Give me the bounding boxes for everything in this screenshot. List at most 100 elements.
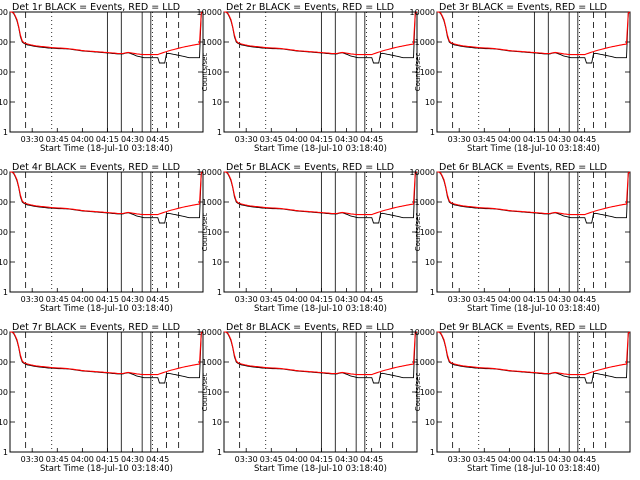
y-tick-label: 10000 xyxy=(410,168,435,177)
panel-title: Det 4r BLACK = Events, RED = LLD xyxy=(12,162,180,173)
y-tick-label: 1 xyxy=(3,288,8,297)
axes-frame xyxy=(436,11,631,133)
panel-det-8: Det 8r BLACK = Events, RED = LLD 1 10 100 10… xyxy=(197,322,418,474)
x-tick-label: 04:45 xyxy=(573,135,596,144)
x-tick-label: 04:00 xyxy=(71,455,94,464)
y-tick-label: 10000 xyxy=(0,168,8,177)
x-tick-label: 04:30 xyxy=(335,135,358,144)
series-events-line xyxy=(437,171,631,224)
panel-det-7: Det 7r BLACK = Events, RED = LLD 1 10 100 10… xyxy=(0,322,204,474)
panel-title: Det 3r BLACK = Events, RED = LLD xyxy=(439,2,607,13)
x-tick-label: 04:45 xyxy=(146,135,169,144)
x-tick-label: 03:30 xyxy=(21,455,44,464)
x-tick-label: 04:45 xyxy=(573,295,596,304)
panel-det-9: Det 9r BLACK = Events, RED = LLD 1 10 100 10… xyxy=(410,322,631,474)
y-tick-label: 100 xyxy=(207,228,222,237)
x-tick-label: 04:45 xyxy=(146,295,169,304)
x-tick-label: 04:15 xyxy=(96,455,119,464)
x-tick-label: 04:30 xyxy=(335,455,358,464)
y-tick-label: 10 xyxy=(212,258,222,267)
y-tick-label: 10000 xyxy=(197,168,222,177)
x-tick-label: 03:30 xyxy=(448,135,471,144)
panel-title: Det 7r BLACK = Events, RED = LLD xyxy=(12,322,180,333)
axes-frame xyxy=(9,171,204,293)
series-events-line xyxy=(437,11,631,64)
y-tick-label: 1000 xyxy=(202,358,222,367)
x-axis-label: Start Time (18-Jul-10 03:18:40) xyxy=(254,304,387,314)
x-tick-label: 04:45 xyxy=(573,455,596,464)
y-tick-label: 1000 xyxy=(0,358,8,367)
x-tick-label: 04:00 xyxy=(71,295,94,304)
y-tick-label: 1000 xyxy=(0,198,8,207)
x-tick-label: 04:00 xyxy=(498,295,521,304)
x-tick-label: 04:15 xyxy=(310,135,333,144)
y-axis-label: Counts/sec xyxy=(414,53,422,92)
axes-frame xyxy=(436,171,631,293)
x-axis-label: Start Time (18-Jul-10 03:18:40) xyxy=(467,144,600,154)
y-axis-label: Counts/sec xyxy=(414,213,422,252)
x-tick-label: 04:15 xyxy=(310,295,333,304)
axes-frame xyxy=(223,331,418,453)
series-lld-line xyxy=(437,171,631,216)
panel-det-4: Det 4r BLACK = Events, RED = LLD 1 10 100 10… xyxy=(0,162,204,314)
y-tick-label: 10000 xyxy=(410,328,435,337)
y-tick-label: 10000 xyxy=(0,328,8,337)
y-tick-label: 10 xyxy=(0,98,8,107)
y-tick-label: 1000 xyxy=(202,198,222,207)
x-tick-label: 03:30 xyxy=(448,455,471,464)
y-tick-label: 10 xyxy=(212,418,222,427)
axes-frame xyxy=(9,11,204,133)
y-tick-label: 100 xyxy=(0,228,8,237)
y-tick-label: 1000 xyxy=(415,198,435,207)
x-axis-label: Start Time (18-Jul-10 03:18:40) xyxy=(467,464,600,474)
x-tick-label: 04:30 xyxy=(121,455,144,464)
y-tick-label: 1000 xyxy=(202,38,222,47)
panel-det-2: Det 2r BLACK = Events, RED = LLD 1 10 100 10… xyxy=(197,2,418,154)
y-axis-label: Counts/sec xyxy=(201,53,209,92)
y-tick-label: 10 xyxy=(0,258,8,267)
y-tick-label: 10 xyxy=(425,98,435,107)
axes-frame xyxy=(436,331,631,453)
y-tick-label: 100 xyxy=(207,68,222,77)
panel-det-5: Det 5r BLACK = Events, RED = LLD 1 10 100 10… xyxy=(197,162,418,314)
series-lld-line xyxy=(224,11,418,56)
series-events-line xyxy=(224,11,418,64)
y-tick-label: 10000 xyxy=(0,8,8,17)
x-tick-label: 04:15 xyxy=(523,135,546,144)
x-tick-label: 04:15 xyxy=(523,295,546,304)
x-tick-label: 04:45 xyxy=(360,295,383,304)
x-tick-label: 03:30 xyxy=(235,295,258,304)
y-tick-label: 100 xyxy=(420,388,435,397)
y-axis-label: Counts/sec xyxy=(201,373,209,412)
series-events-line xyxy=(224,331,418,384)
x-tick-label: 04:30 xyxy=(121,295,144,304)
y-tick-label: 1000 xyxy=(415,358,435,367)
x-tick-label: 04:15 xyxy=(96,295,119,304)
panel-det-3: Det 3r BLACK = Events, RED = LLD 1 10 100 10… xyxy=(410,2,631,154)
x-tick-label: 04:45 xyxy=(360,455,383,464)
x-tick-label: 04:15 xyxy=(523,455,546,464)
x-tick-label: 04:45 xyxy=(360,135,383,144)
panel-title: Det 8r BLACK = Events, RED = LLD xyxy=(226,322,394,333)
x-tick-label: 03:45 xyxy=(260,295,283,304)
x-tick-label: 03:45 xyxy=(46,455,69,464)
x-axis-label: Start Time (18-Jul-10 03:18:40) xyxy=(254,464,387,474)
y-tick-label: 10 xyxy=(425,418,435,427)
panel-title: Det 2r BLACK = Events, RED = LLD xyxy=(226,2,394,13)
x-tick-label: 04:00 xyxy=(71,135,94,144)
x-tick-label: 04:45 xyxy=(146,455,169,464)
y-tick-label: 1 xyxy=(3,448,8,457)
panel-title: Det 6r BLACK = Events, RED = LLD xyxy=(439,162,607,173)
x-tick-label: 04:15 xyxy=(310,455,333,464)
x-tick-label: 04:00 xyxy=(498,135,521,144)
y-tick-label: 1 xyxy=(430,448,435,457)
x-tick-label: 04:15 xyxy=(96,135,119,144)
y-tick-label: 1 xyxy=(430,288,435,297)
panel-det-6: Det 6r BLACK = Events, RED = LLD 1 10 100 10… xyxy=(410,162,631,314)
series-lld-line xyxy=(224,331,418,376)
series-lld-line xyxy=(437,331,631,376)
x-tick-label: 03:30 xyxy=(235,455,258,464)
x-tick-label: 04:00 xyxy=(498,455,521,464)
x-tick-label: 03:30 xyxy=(235,135,258,144)
